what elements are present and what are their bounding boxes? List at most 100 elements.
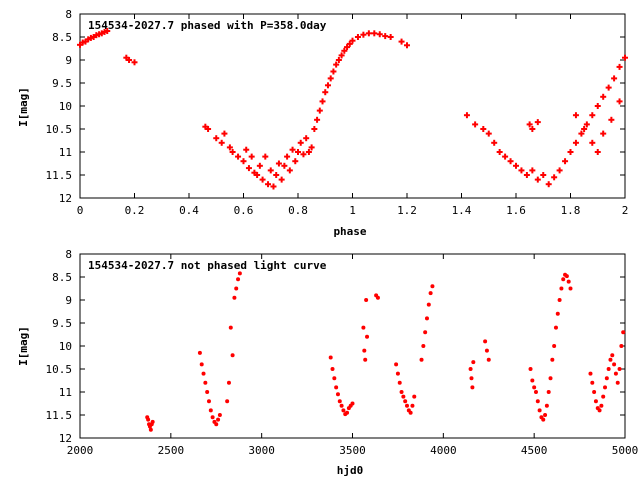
- phased-x-tick-label: 1.6: [506, 204, 526, 217]
- data-point: [518, 167, 525, 174]
- data-point: [375, 295, 380, 300]
- data-point: [278, 176, 285, 183]
- data-point: [550, 357, 555, 362]
- phased-y-tick-label: 12: [59, 192, 72, 205]
- data-point: [496, 149, 503, 155]
- data-point: [273, 172, 280, 178]
- data-point: [561, 277, 566, 282]
- data-point: [262, 153, 269, 160]
- data-point: [546, 390, 551, 394]
- data-point: [395, 371, 400, 376]
- data-point: [608, 116, 615, 123]
- data-point: [540, 172, 547, 178]
- phased-x-tick-label: 0.2: [125, 204, 145, 217]
- data-point: [300, 151, 307, 158]
- unphased-y-tick-label: 11: [59, 386, 72, 399]
- data-point: [610, 353, 615, 358]
- phased-y-tick-label: 10.5: [46, 123, 73, 136]
- data-point: [480, 126, 487, 132]
- data-point: [545, 181, 552, 188]
- data-point: [376, 31, 383, 38]
- data-point: [289, 146, 296, 153]
- phased-x-tick-label: 0: [77, 204, 84, 217]
- data-point: [428, 291, 433, 296]
- data-point: [589, 139, 596, 146]
- data-point: [382, 33, 389, 40]
- data-point: [556, 167, 563, 174]
- data-point: [566, 279, 571, 284]
- data-point: [423, 330, 428, 335]
- data-point: [557, 298, 562, 302]
- data-point: [430, 284, 435, 289]
- phased-x-tick-label: 1.8: [561, 204, 581, 217]
- unphased-x-tick-label: 4000: [430, 444, 457, 457]
- unphased-y-tick-label: 8.5: [52, 271, 72, 284]
- phased-y-tick-label: 11: [59, 146, 72, 159]
- unphased-x-tick-label: 3000: [248, 444, 275, 457]
- data-point: [214, 422, 219, 427]
- data-point: [394, 362, 399, 367]
- data-point: [228, 325, 233, 330]
- data-point: [615, 380, 620, 385]
- data-point: [532, 385, 537, 390]
- phased-y-tick-label: 9: [65, 54, 72, 67]
- data-point: [248, 153, 255, 160]
- phased-x-tick-label: 1.2: [397, 204, 417, 217]
- unphased-x-axis-label: hjd0: [337, 464, 364, 477]
- data-point: [401, 394, 406, 399]
- data-point: [590, 380, 595, 385]
- data-point: [562, 158, 569, 165]
- data-point: [210, 415, 215, 420]
- data-point: [322, 89, 329, 96]
- data-point: [236, 277, 241, 282]
- data-point: [588, 371, 593, 376]
- phased-x-tick-label: 0.6: [234, 204, 254, 217]
- data-point: [404, 42, 410, 49]
- data-point: [399, 390, 404, 394]
- data-point: [606, 367, 611, 371]
- unphased-y-tick-label: 9: [65, 294, 72, 307]
- data-point: [338, 52, 345, 59]
- data-point: [581, 126, 588, 132]
- data-point: [530, 378, 535, 383]
- data-point: [568, 286, 573, 291]
- data-point: [548, 376, 553, 381]
- data-point: [534, 176, 541, 183]
- data-point: [203, 380, 208, 385]
- data-point: [314, 116, 321, 123]
- data-point: [555, 311, 560, 316]
- data-point: [593, 399, 598, 404]
- data-point: [608, 357, 613, 362]
- data-point: [146, 417, 151, 422]
- data-point: [616, 98, 623, 105]
- data-point: [483, 339, 488, 344]
- unphased-y-tick-label: 10: [59, 340, 72, 353]
- data-point: [349, 37, 356, 44]
- unphased-y-tick-label: 12: [59, 432, 72, 445]
- data-point: [232, 295, 237, 300]
- data-point: [523, 172, 530, 178]
- unphased-plot-frame: [79, 253, 626, 439]
- data-point: [583, 121, 590, 128]
- phased-light-curve-panel: 154534-2027.7 phased with P=358.0day pha…: [17, 8, 628, 238]
- data-point: [256, 162, 263, 169]
- data-point: [534, 119, 541, 126]
- data-point: [205, 126, 212, 132]
- data-point: [303, 135, 310, 142]
- data-point: [327, 75, 334, 82]
- data-point: [594, 103, 601, 109]
- data-point: [206, 399, 211, 404]
- data-point: [365, 334, 370, 339]
- data-point: [611, 75, 618, 82]
- data-point: [621, 330, 626, 335]
- data-point: [254, 172, 261, 178]
- data-point: [592, 390, 597, 394]
- data-point: [597, 408, 602, 413]
- data-point: [150, 419, 155, 424]
- data-point: [502, 153, 509, 160]
- data-point: [410, 403, 415, 408]
- phased-x-tick-label: 1.4: [452, 204, 472, 217]
- data-point: [594, 149, 601, 155]
- data-point: [403, 399, 408, 404]
- data-point: [364, 298, 369, 302]
